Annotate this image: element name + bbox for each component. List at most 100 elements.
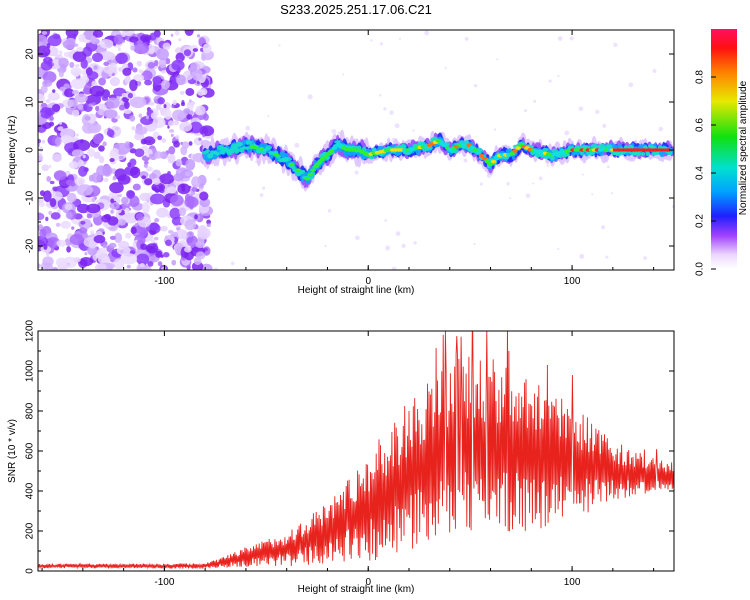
- spectrogram-noise-blob: [80, 220, 86, 225]
- colorbar-ticks: 0.0 0.2 0.4 0.6 0.8: [695, 70, 716, 276]
- spectrogram-noise-blob: [110, 147, 119, 157]
- spectrogram-ridge-core: [295, 168, 301, 172]
- spectrogram-noise-blob: [124, 75, 131, 84]
- spectrogram-noise-blob: [70, 67, 82, 77]
- spectrogram-noise-blob: [155, 103, 162, 111]
- spectrogram-ridge-teal: [420, 141, 426, 146]
- spectrogram-noise-dot: [401, 243, 406, 249]
- spectrogram-ytick-label: 20: [25, 48, 36, 60]
- spectrogram-noise-blob: [117, 47, 121, 51]
- spectrogram-noise-blob: [167, 125, 170, 129]
- spectrogram-ridge-teal: [245, 140, 253, 145]
- spectrogram-noise-blob: [38, 154, 44, 162]
- spectrogram-noise-blob: [114, 232, 123, 244]
- spectrogram-noise-blob: [145, 243, 159, 254]
- spectrogram-noise-blob: [141, 175, 147, 180]
- spectrogram-noise-blob: [172, 99, 177, 106]
- spectrogram-noise-blob: [173, 173, 184, 182]
- spectrogram-noise-blob: [71, 226, 75, 230]
- spectrogram-noise-blob: [48, 210, 52, 215]
- spectrogram-noise-dot: [557, 75, 560, 78]
- spectrogram-noise-blob: [135, 213, 144, 221]
- colorbar-tick-label: 0.0: [695, 262, 706, 276]
- spectrogram-noise-blob: [69, 233, 84, 246]
- spectrogram-noise-blob: [66, 179, 74, 186]
- spectrogram-noise-blob: [155, 250, 163, 258]
- spectrogram-noise-blob: [127, 92, 133, 99]
- spectrogram-noise-blob: [178, 38, 182, 42]
- spectrogram-noise-blob: [71, 149, 84, 158]
- spectrogram-noise-blob: [60, 220, 72, 229]
- spectrogram-ridge-core: [328, 149, 335, 153]
- spectrogram-noise-blob: [86, 213, 93, 219]
- colorbar-tick-label: 0.2: [695, 214, 706, 228]
- spectrogram-ridge-core: [322, 154, 329, 159]
- spectrogram-noise-blob: [160, 79, 170, 90]
- spectrogram-noise-dot: [506, 182, 510, 186]
- spectrogram-noise-dot: [464, 36, 469, 41]
- spectrogram-noise-blob: [66, 192, 77, 203]
- spectrogram-noise-blob: [129, 115, 136, 122]
- spectrogram-noise-blob: [110, 198, 115, 204]
- spectrogram-noise-blob: [129, 166, 141, 179]
- spectrogram-noise-dot: [217, 177, 221, 181]
- spectrogram-noise-blob: [171, 231, 179, 238]
- spectrogram-noise-blob: [167, 170, 171, 176]
- spectrogram-noise-blob: [118, 155, 124, 160]
- spectrogram-noise-dot: [581, 173, 584, 176]
- spectrogram-ridge-teal: [645, 151, 651, 157]
- spectrogram-noise-blob: [154, 59, 159, 67]
- spectrogram-noise-dot: [259, 193, 264, 197]
- spectrogram-noise-dot: [591, 193, 594, 196]
- spectrogram-noise-blob: [191, 186, 198, 192]
- spectrogram-noise-blob: [163, 252, 170, 258]
- spectrogram-noise-blob: [92, 30, 104, 38]
- spectrogram-noise-blob: [47, 92, 60, 101]
- spectrogram-noise-blob: [143, 163, 148, 168]
- spectrogram-noise-blob: [48, 121, 55, 127]
- spectrogram-ridge-core: [484, 159, 491, 164]
- spectrogram-noise-blob: [116, 245, 131, 256]
- spectrogram-noise-blob: [38, 196, 44, 204]
- spectrogram-noise-blob: [52, 89, 56, 93]
- spectrogram-noise-blob: [78, 165, 88, 177]
- spectrogram-noise-blob: [103, 109, 118, 119]
- spectrogram-noise-blob: [45, 98, 51, 104]
- spectrogram-noise-blob: [68, 161, 79, 169]
- spectrogram-noise-blob: [62, 39, 76, 50]
- spectrogram-noise-blob: [191, 68, 203, 81]
- spectrogram-noise-blob: [67, 99, 79, 107]
- spectrogram-noise-blob: [123, 108, 132, 115]
- spectrogram-noise-blob: [90, 35, 97, 44]
- spectrogram-noise-blob: [59, 86, 66, 92]
- spectrogram-noise-blob: [73, 139, 91, 152]
- spectrogram-noise-blob: [202, 43, 212, 54]
- spectrogram-ridge-core: [310, 168, 316, 172]
- spectrogram-noise-blob: [117, 240, 130, 249]
- spectrogram-noise-blob: [188, 99, 192, 103]
- spectrogram-ridge-core: [307, 172, 313, 177]
- spectrogram-noise-dot: [395, 231, 401, 236]
- spectrogram-noise-dot: [557, 247, 560, 251]
- spectrogram-noise-blob: [132, 67, 138, 73]
- spectrogram-ridge-teal: [635, 151, 642, 157]
- spectrogram-ridge-teal: [334, 140, 341, 144]
- spectrogram-ridge-teal: [234, 148, 240, 154]
- spectrogram-noise-dot: [307, 94, 313, 100]
- spectrogram-noise-blob: [184, 246, 192, 253]
- spectrogram-noise-dot: [579, 253, 585, 259]
- spectrogram-noise-blob: [86, 113, 97, 124]
- snr-series-line: [38, 331, 674, 570]
- spectrogram-noise-blob: [101, 214, 111, 223]
- spectrogram-noise-blob: [202, 133, 206, 138]
- spectrogram-noise-blob: [74, 93, 88, 103]
- spectrogram-noise-dot: [385, 245, 391, 251]
- spectrogram-noise-dot: [524, 109, 527, 113]
- spectrogram-noise-blob: [170, 194, 184, 207]
- spectrogram-noise-blob: [86, 148, 96, 157]
- spectrogram-noise-blob: [38, 93, 46, 104]
- spectrogram-noise-blob: [136, 60, 142, 67]
- spectrogram-noise-blob: [112, 175, 117, 181]
- spectrogram-noise-blob: [109, 235, 116, 240]
